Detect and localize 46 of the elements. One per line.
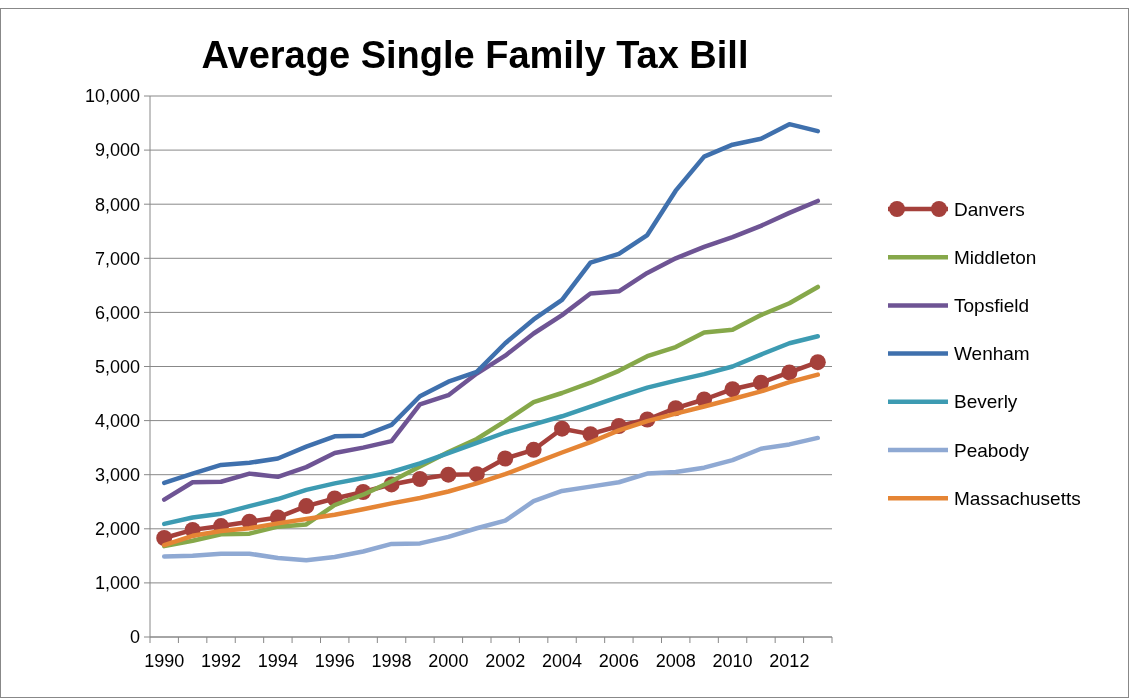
point	[752, 374, 769, 391]
point	[440, 466, 457, 483]
y-tick-label: 8,000	[94, 194, 140, 215]
point	[298, 498, 315, 515]
point	[411, 471, 428, 488]
y-tick-label: 0	[129, 627, 140, 648]
x-tick-label: 1998	[371, 651, 412, 671]
legend-label: Beverly	[954, 391, 1018, 413]
x-tick-label: 2010	[712, 651, 753, 671]
x-tick-label: 2002	[485, 651, 526, 671]
y-tick-label: 9,000	[94, 140, 140, 161]
legend-label: Peabody	[954, 439, 1030, 461]
line-series	[161, 121, 821, 486]
legend-label: Massachusetts	[954, 487, 1081, 509]
line-series	[161, 333, 821, 527]
line-series	[161, 435, 821, 563]
line-series	[161, 198, 821, 502]
x-tick-label: 2008	[655, 651, 696, 671]
point	[724, 381, 741, 398]
x-tick-label: 2004	[542, 651, 583, 671]
x-tick-label: 2006	[598, 651, 639, 671]
x-tick-label: 1990	[144, 651, 185, 671]
x-tick-label: 1992	[201, 651, 242, 671]
x-tick-label: 1994	[257, 651, 298, 671]
point	[809, 354, 826, 371]
x-tick-label: 2000	[428, 651, 469, 671]
y-tick-label: 4,000	[94, 410, 140, 431]
y-tick-label: 5,000	[94, 356, 140, 377]
y-tick-label: 2,000	[94, 519, 140, 540]
legend-label: Wenham	[954, 343, 1030, 365]
y-tick-label: 1,000	[94, 573, 140, 594]
y-tick-label: 3,000	[94, 465, 140, 485]
point	[468, 466, 485, 483]
point	[781, 364, 798, 381]
y-tick-label: 6,000	[94, 302, 140, 323]
x-tick-label: 2012	[769, 651, 810, 671]
point	[554, 420, 571, 437]
legend-label: Topsfield	[954, 295, 1029, 317]
point	[525, 441, 542, 458]
legend-label: Danvers	[954, 198, 1025, 220]
y-tick-label: 7,000	[94, 248, 140, 269]
x-tick-label: 1996	[314, 651, 355, 671]
y-tick-label: 10,000	[84, 86, 140, 107]
chart-title: Average Single Family Tax Bill	[201, 34, 749, 76]
point	[497, 450, 514, 467]
legend-label: Middleton	[954, 246, 1037, 268]
